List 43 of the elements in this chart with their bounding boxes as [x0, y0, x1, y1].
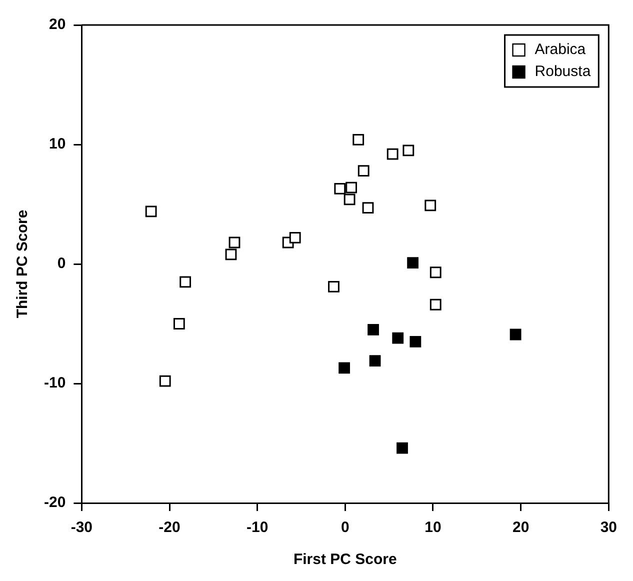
x-tick-label: -10	[246, 519, 268, 536]
y-tick-label: 0	[57, 255, 66, 272]
point	[352, 134, 364, 146]
point	[358, 165, 370, 176]
point	[396, 442, 408, 454]
y-tick-label: 10	[48, 136, 66, 153]
point	[344, 194, 356, 206]
point	[430, 298, 442, 310]
x-tick-label: 0	[340, 519, 350, 536]
point	[407, 257, 418, 269]
x-tick-label: -30	[70, 519, 93, 536]
point	[402, 144, 414, 156]
point	[430, 266, 442, 278]
point	[369, 355, 381, 366]
x-tick-label: -20	[158, 519, 180, 536]
point	[228, 236, 240, 248]
point	[328, 281, 340, 292]
point	[368, 324, 379, 336]
legend-label: Robusta	[534, 63, 592, 80]
point	[392, 332, 404, 344]
y-tick-label: -20	[44, 494, 66, 512]
x-tick-label: 10	[424, 519, 442, 536]
point	[180, 276, 192, 288]
point	[225, 248, 237, 260]
x-tick-label: 20	[512, 519, 530, 536]
x-axis-title: First PC Score	[293, 551, 397, 568]
x-tick-label: 30	[600, 519, 617, 536]
point	[346, 182, 358, 194]
point	[145, 206, 157, 218]
point	[410, 336, 422, 348]
point	[159, 375, 171, 387]
y-axis-title: Third PC Score	[14, 210, 32, 318]
point	[289, 232, 301, 244]
y-tick-label: -10	[44, 374, 66, 392]
point	[334, 183, 346, 194]
point	[510, 328, 522, 340]
legend-label: Arabica	[534, 41, 586, 58]
point	[386, 148, 398, 160]
y-tick-label: 20	[48, 16, 66, 34]
point	[362, 202, 374, 214]
point	[173, 318, 185, 330]
point	[338, 362, 350, 374]
point	[424, 200, 436, 212]
